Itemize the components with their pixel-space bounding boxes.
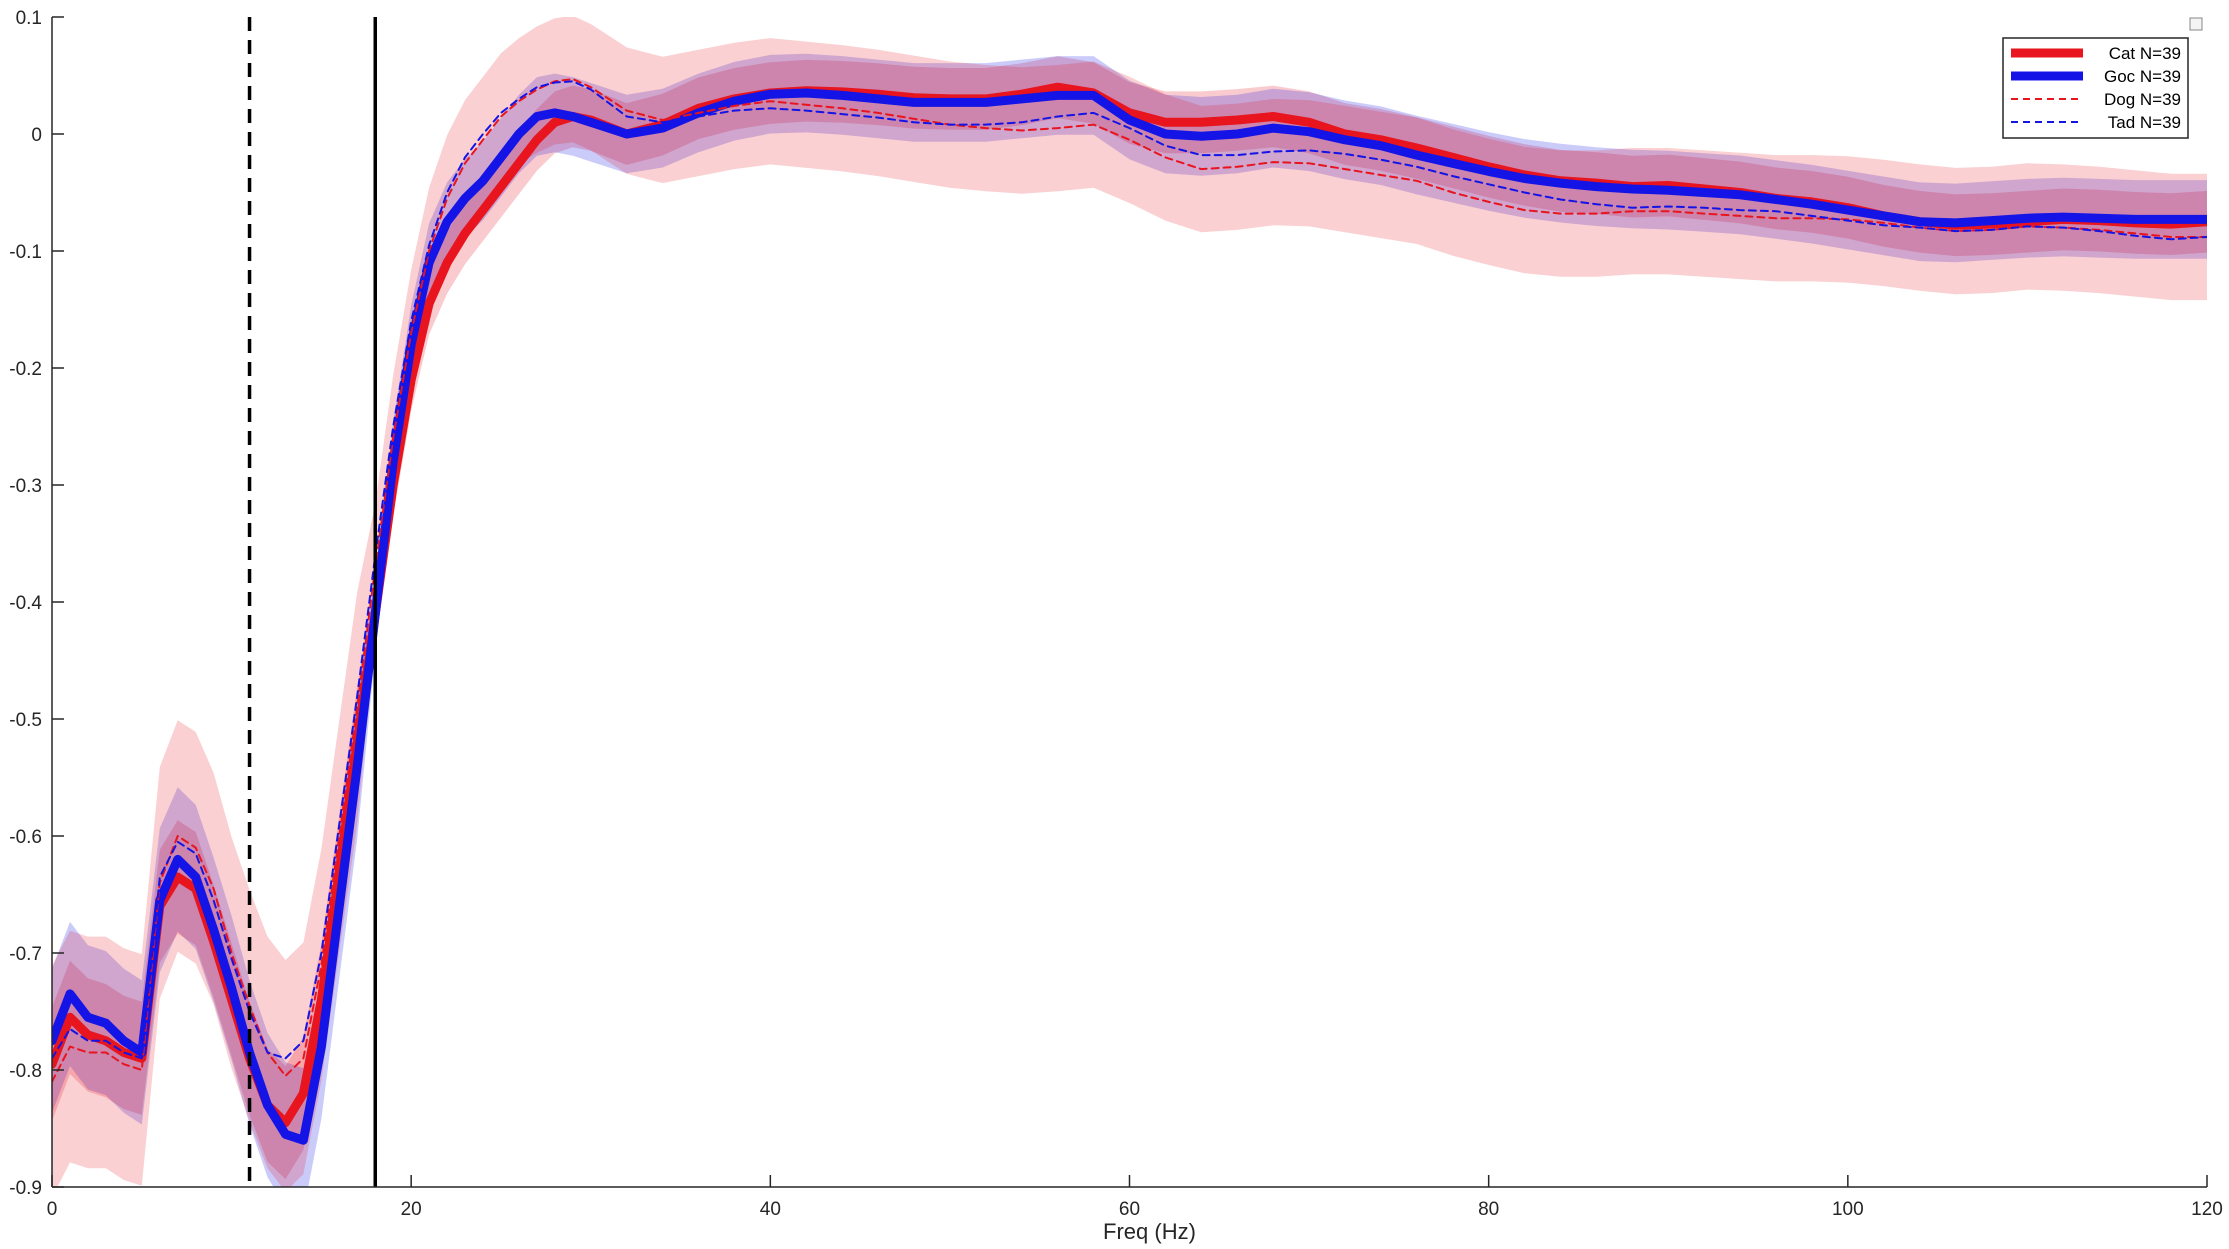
legend-resize-handle [2189, 17, 2203, 31]
x-axis-label: Freq (Hz) [1103, 1219, 1196, 1244]
band-dog [52, 17, 2207, 1187]
band-cat [52, 56, 2207, 1180]
series-lines [52, 78, 2207, 1145]
x-tick-label: 20 [401, 1199, 422, 1220]
legend-entry-goc: Goc N=39 [2104, 67, 2181, 86]
y-tick-label: -0.9 [9, 1178, 42, 1199]
legend-entry-dog: Dog N=39 [2104, 90, 2181, 109]
y-tick-label: -0.2 [9, 359, 42, 380]
y-tick-label: -0.1 [9, 242, 42, 263]
series-line-tad [52, 80, 2207, 1060]
y-tick-label: -0.4 [9, 593, 42, 614]
legend: Cat N=39 Goc N=39 Dog N=39 Tad N=39 [2002, 17, 2203, 139]
series-line-dog [52, 78, 2207, 1083]
y-tick-label: -0.8 [9, 1061, 42, 1082]
y-tick-label: -0.5 [9, 710, 42, 731]
x-tick-label: 60 [1119, 1199, 1140, 1220]
y-tick-label: -0.6 [9, 827, 42, 848]
legend-entry-tad: Tad N=39 [2108, 113, 2181, 132]
series-line-goc [52, 88, 2207, 1145]
reference-lines [247, 17, 377, 1187]
x-tick-label: 120 [2191, 1199, 2223, 1220]
confidence-bands [52, 17, 2207, 1187]
axes: 0 20 40 60 80 100 120 0.1 0 -0.1 -0.2 -0.3 -0.4 -0.5 -… [9, 8, 2223, 1220]
x-tick-label: 80 [1478, 1199, 1499, 1220]
y-tick-label: 0.1 [16, 8, 42, 29]
band-goc [52, 53, 2207, 1187]
y-tick-label: -0.7 [9, 944, 42, 965]
x-tick-label: 0 [47, 1199, 58, 1220]
y-tick-label: 0 [31, 125, 42, 146]
legend-entry-cat: Cat N=39 [2109, 44, 2181, 63]
x-tick-label: 100 [1832, 1199, 1864, 1220]
y-tick-label: -0.3 [9, 476, 42, 497]
x-tick-label: 40 [760, 1199, 781, 1220]
